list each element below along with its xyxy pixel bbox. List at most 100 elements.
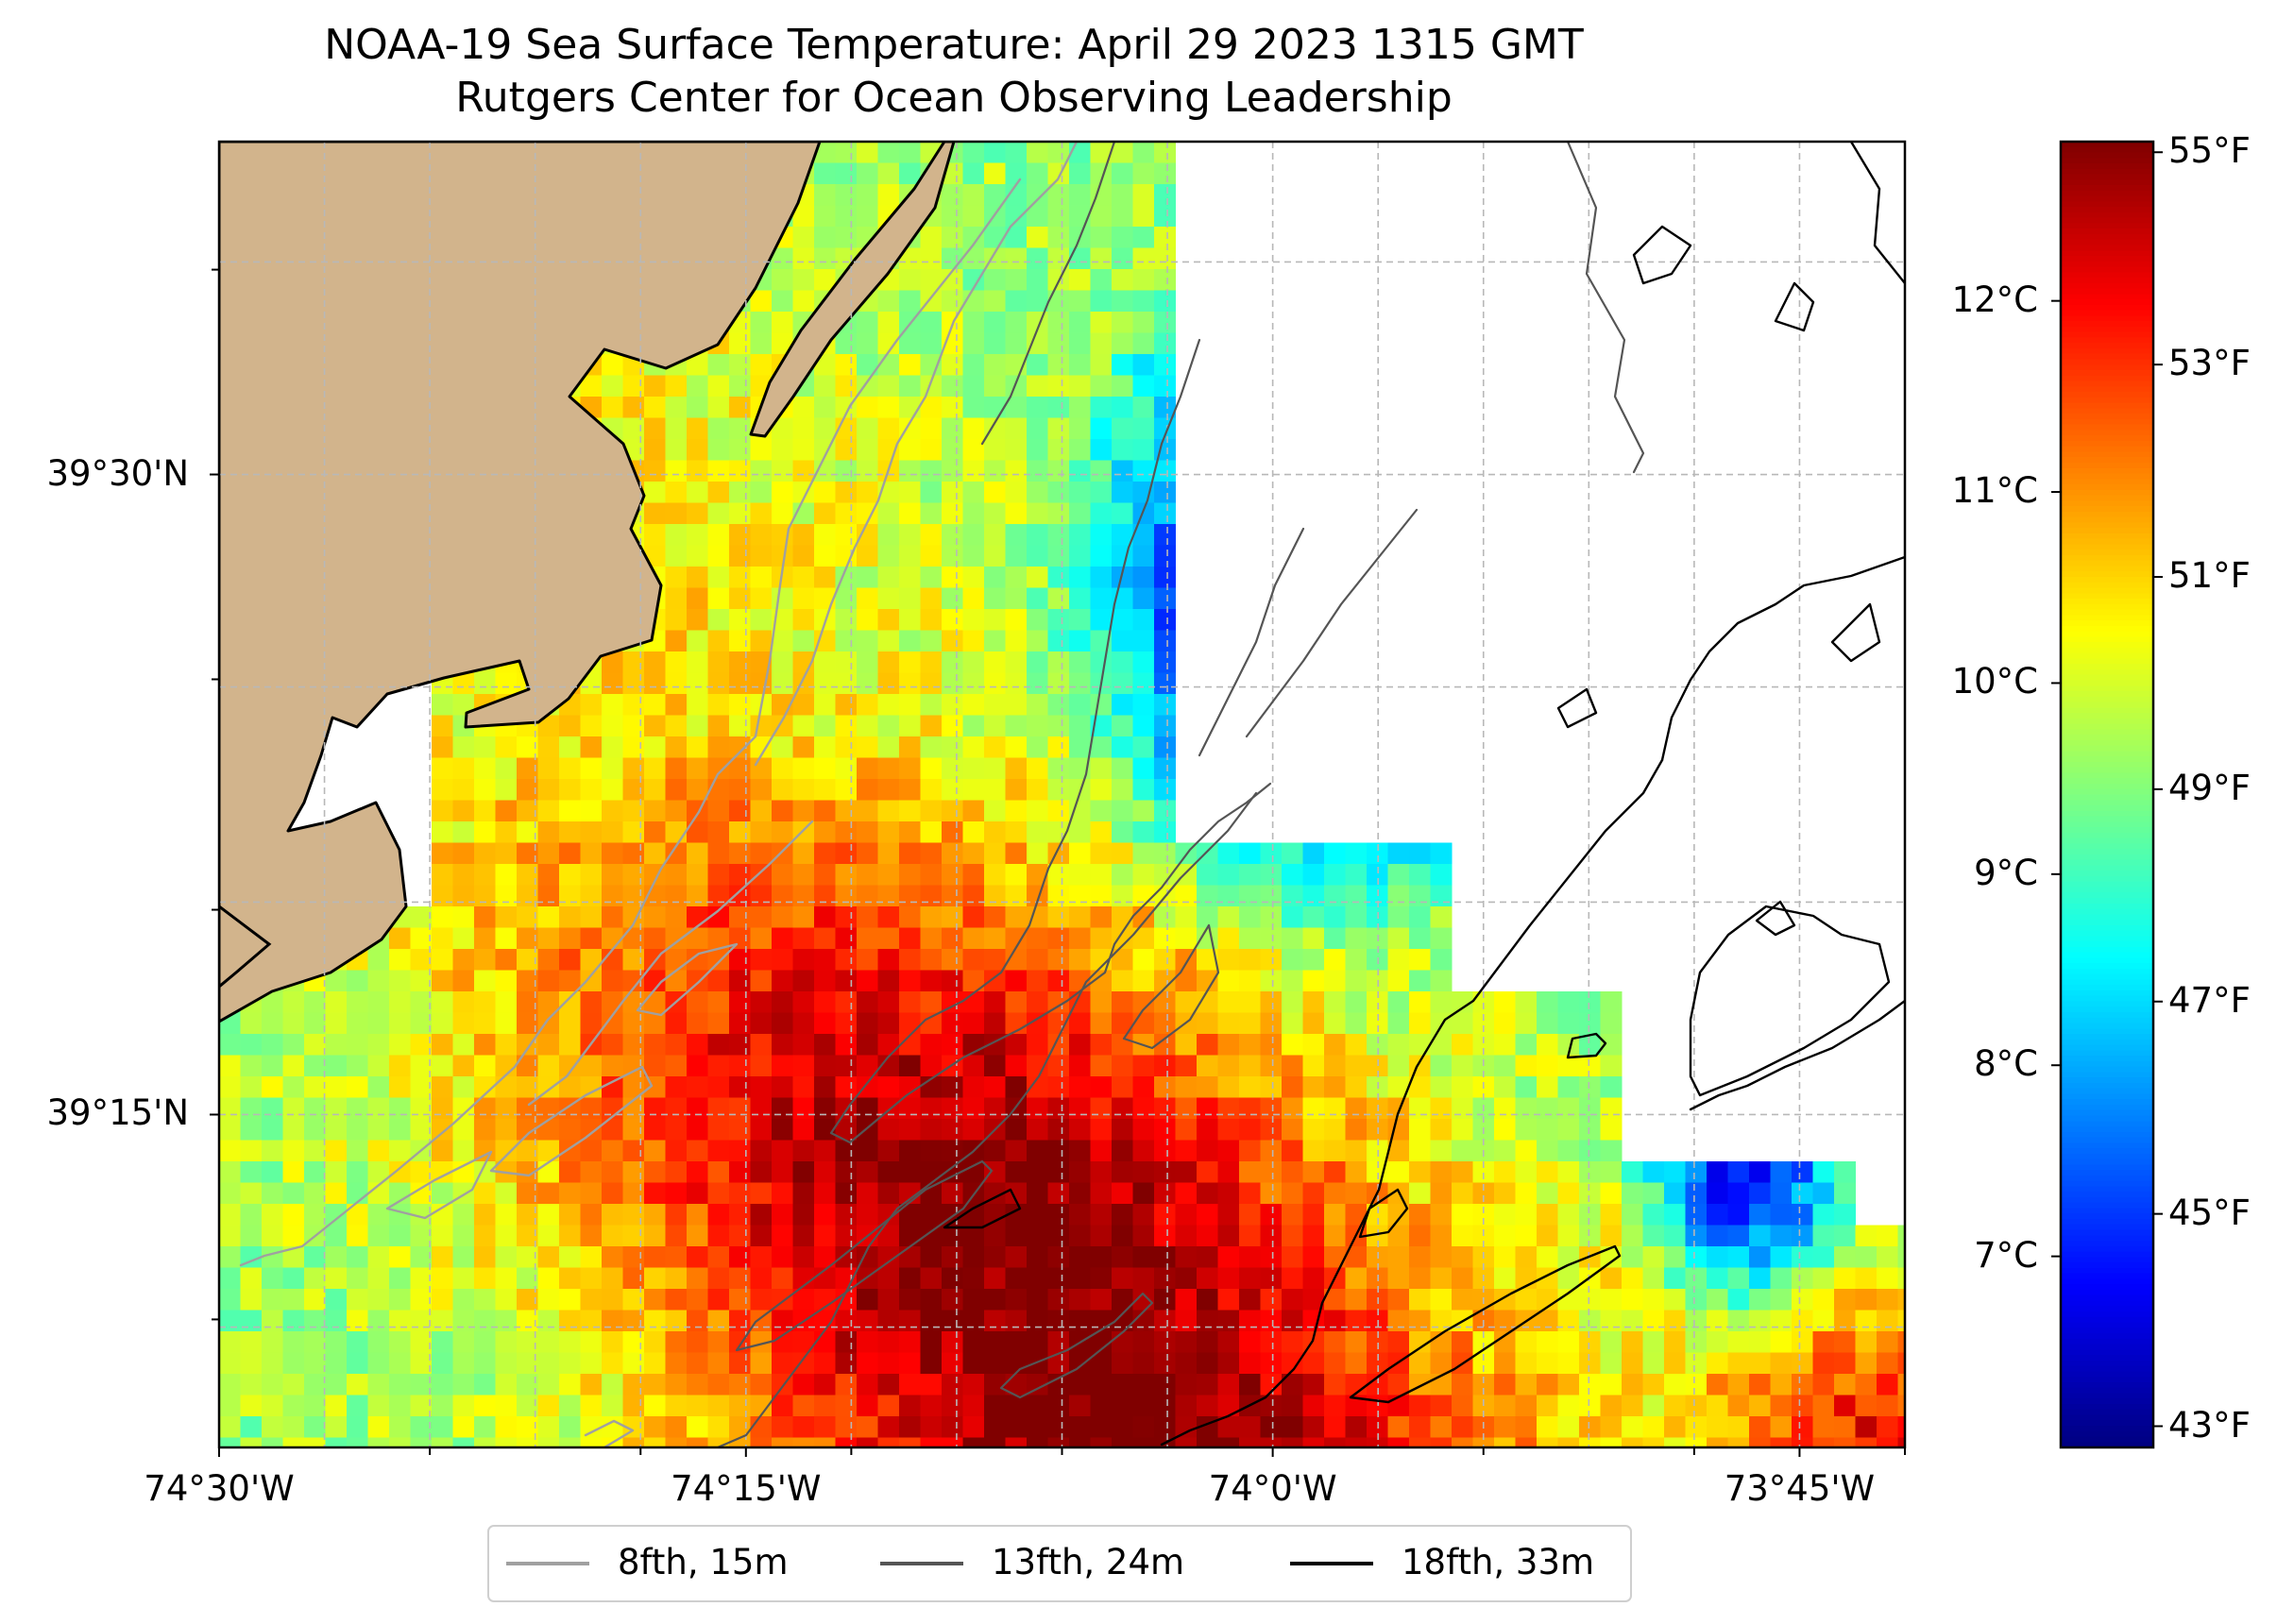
sst-cell [1387, 1097, 1410, 1120]
sst-cell [580, 1416, 603, 1439]
sst-cell [1090, 906, 1113, 929]
colorbar-segment [2061, 207, 2153, 213]
sst-cell [410, 949, 433, 972]
sst-cell [367, 1225, 390, 1247]
sst-cell [1345, 1204, 1368, 1226]
sst-cell [1579, 1140, 1602, 1162]
sst-cell [1005, 567, 1028, 589]
sst-cell [835, 1267, 858, 1290]
colorbar-segment [2061, 751, 2153, 757]
sst-cell [984, 885, 1007, 907]
sst-cell [1197, 1437, 1219, 1447]
sst-cell [984, 821, 1007, 844]
sst-cell [1727, 1374, 1750, 1396]
sst-cell [1154, 332, 1177, 355]
sst-cell [1260, 1289, 1283, 1311]
sst-cell [1154, 609, 1177, 632]
colorbar-segment [2061, 1093, 2153, 1100]
sst-cell [942, 1374, 964, 1396]
sst-cell [1834, 1182, 1857, 1205]
sst-cell [622, 1374, 645, 1396]
sst-cell [729, 991, 752, 1014]
colorbar-segment [2061, 402, 2153, 410]
sst-cell [814, 1119, 837, 1142]
sst-cell [1175, 885, 1198, 907]
sst-cell [495, 672, 518, 695]
sst-cell [282, 1012, 305, 1035]
sst-cell [962, 227, 985, 249]
sst-cell [1409, 1310, 1432, 1332]
sst-cell [1154, 821, 1177, 844]
sst-cell [1579, 1374, 1602, 1396]
sst-cell [1112, 1437, 1134, 1447]
sst-cell [1834, 1352, 1857, 1375]
sst-cell [1579, 1034, 1602, 1057]
sst-cell [750, 1395, 773, 1417]
sst-cell [877, 1395, 900, 1417]
sst-cell [1027, 332, 1049, 355]
sst-cell [432, 949, 454, 972]
sst-cell [367, 1437, 390, 1447]
sst-cell [1239, 1119, 1262, 1142]
sst-cell [942, 375, 964, 398]
sst-cell [432, 1437, 454, 1447]
sst-cell [1260, 1055, 1283, 1077]
colorbar-segment [2061, 1170, 2153, 1176]
sst-cell [537, 1310, 560, 1332]
sst-cell [240, 1395, 263, 1417]
sst-cell [665, 1055, 688, 1077]
sst-cell [920, 779, 943, 802]
sst-cell [750, 1310, 773, 1332]
sst-cell [729, 1119, 752, 1142]
sst-cell [367, 949, 390, 972]
sst-cell [1027, 1140, 1049, 1162]
sst-cell [1217, 1374, 1240, 1396]
sst-cell [537, 1161, 560, 1184]
sst-cell [262, 1289, 284, 1311]
sst-cell [1430, 1097, 1453, 1120]
sst-cell [814, 1076, 837, 1099]
colorbar-segment [2061, 326, 2153, 333]
sst-cell [1027, 1012, 1049, 1035]
sst-cell [984, 587, 1007, 610]
sst-cell [665, 1076, 688, 1099]
sst-cell [687, 1161, 709, 1184]
sst-cell [1452, 1331, 1474, 1354]
sst-cell [1112, 162, 1134, 185]
colorbar-segment [2061, 642, 2153, 649]
sst-cell [707, 630, 730, 652]
sst-cell [580, 736, 603, 759]
colorbar-segment [2061, 735, 2153, 741]
sst-cell [1090, 885, 1113, 907]
sst-cell [1494, 1204, 1517, 1226]
sst-cell [899, 821, 922, 844]
colorbar-segment [2061, 761, 2153, 769]
sst-cell [750, 312, 773, 334]
sst-cell [452, 1204, 475, 1226]
sst-cell [474, 1289, 497, 1311]
sst-cell [304, 1289, 327, 1311]
sst-cell [962, 247, 985, 270]
sst-cell [665, 502, 688, 525]
contour-33m [1830, 602, 1881, 663]
sst-cell [1727, 1161, 1750, 1184]
colorbar-segment [2061, 1430, 2153, 1438]
sst-cell [537, 1437, 560, 1447]
sst-cell [707, 482, 730, 504]
sst-cell [452, 694, 475, 717]
sst-cell [1112, 1097, 1134, 1120]
sst-cell [877, 991, 900, 1014]
sst-cell [1515, 1331, 1538, 1354]
sst-cell [772, 482, 794, 504]
sst-cell [1132, 269, 1155, 292]
sst-cell [707, 1204, 730, 1226]
sst-cell [622, 864, 645, 887]
sst-cell [1282, 864, 1304, 887]
sst-cell [1409, 1119, 1432, 1142]
sst-cell [835, 1352, 858, 1375]
sst-cell [1239, 1352, 1262, 1375]
sst-cell [622, 694, 645, 717]
sst-cell [304, 1161, 327, 1184]
sst-cell [814, 1395, 837, 1417]
